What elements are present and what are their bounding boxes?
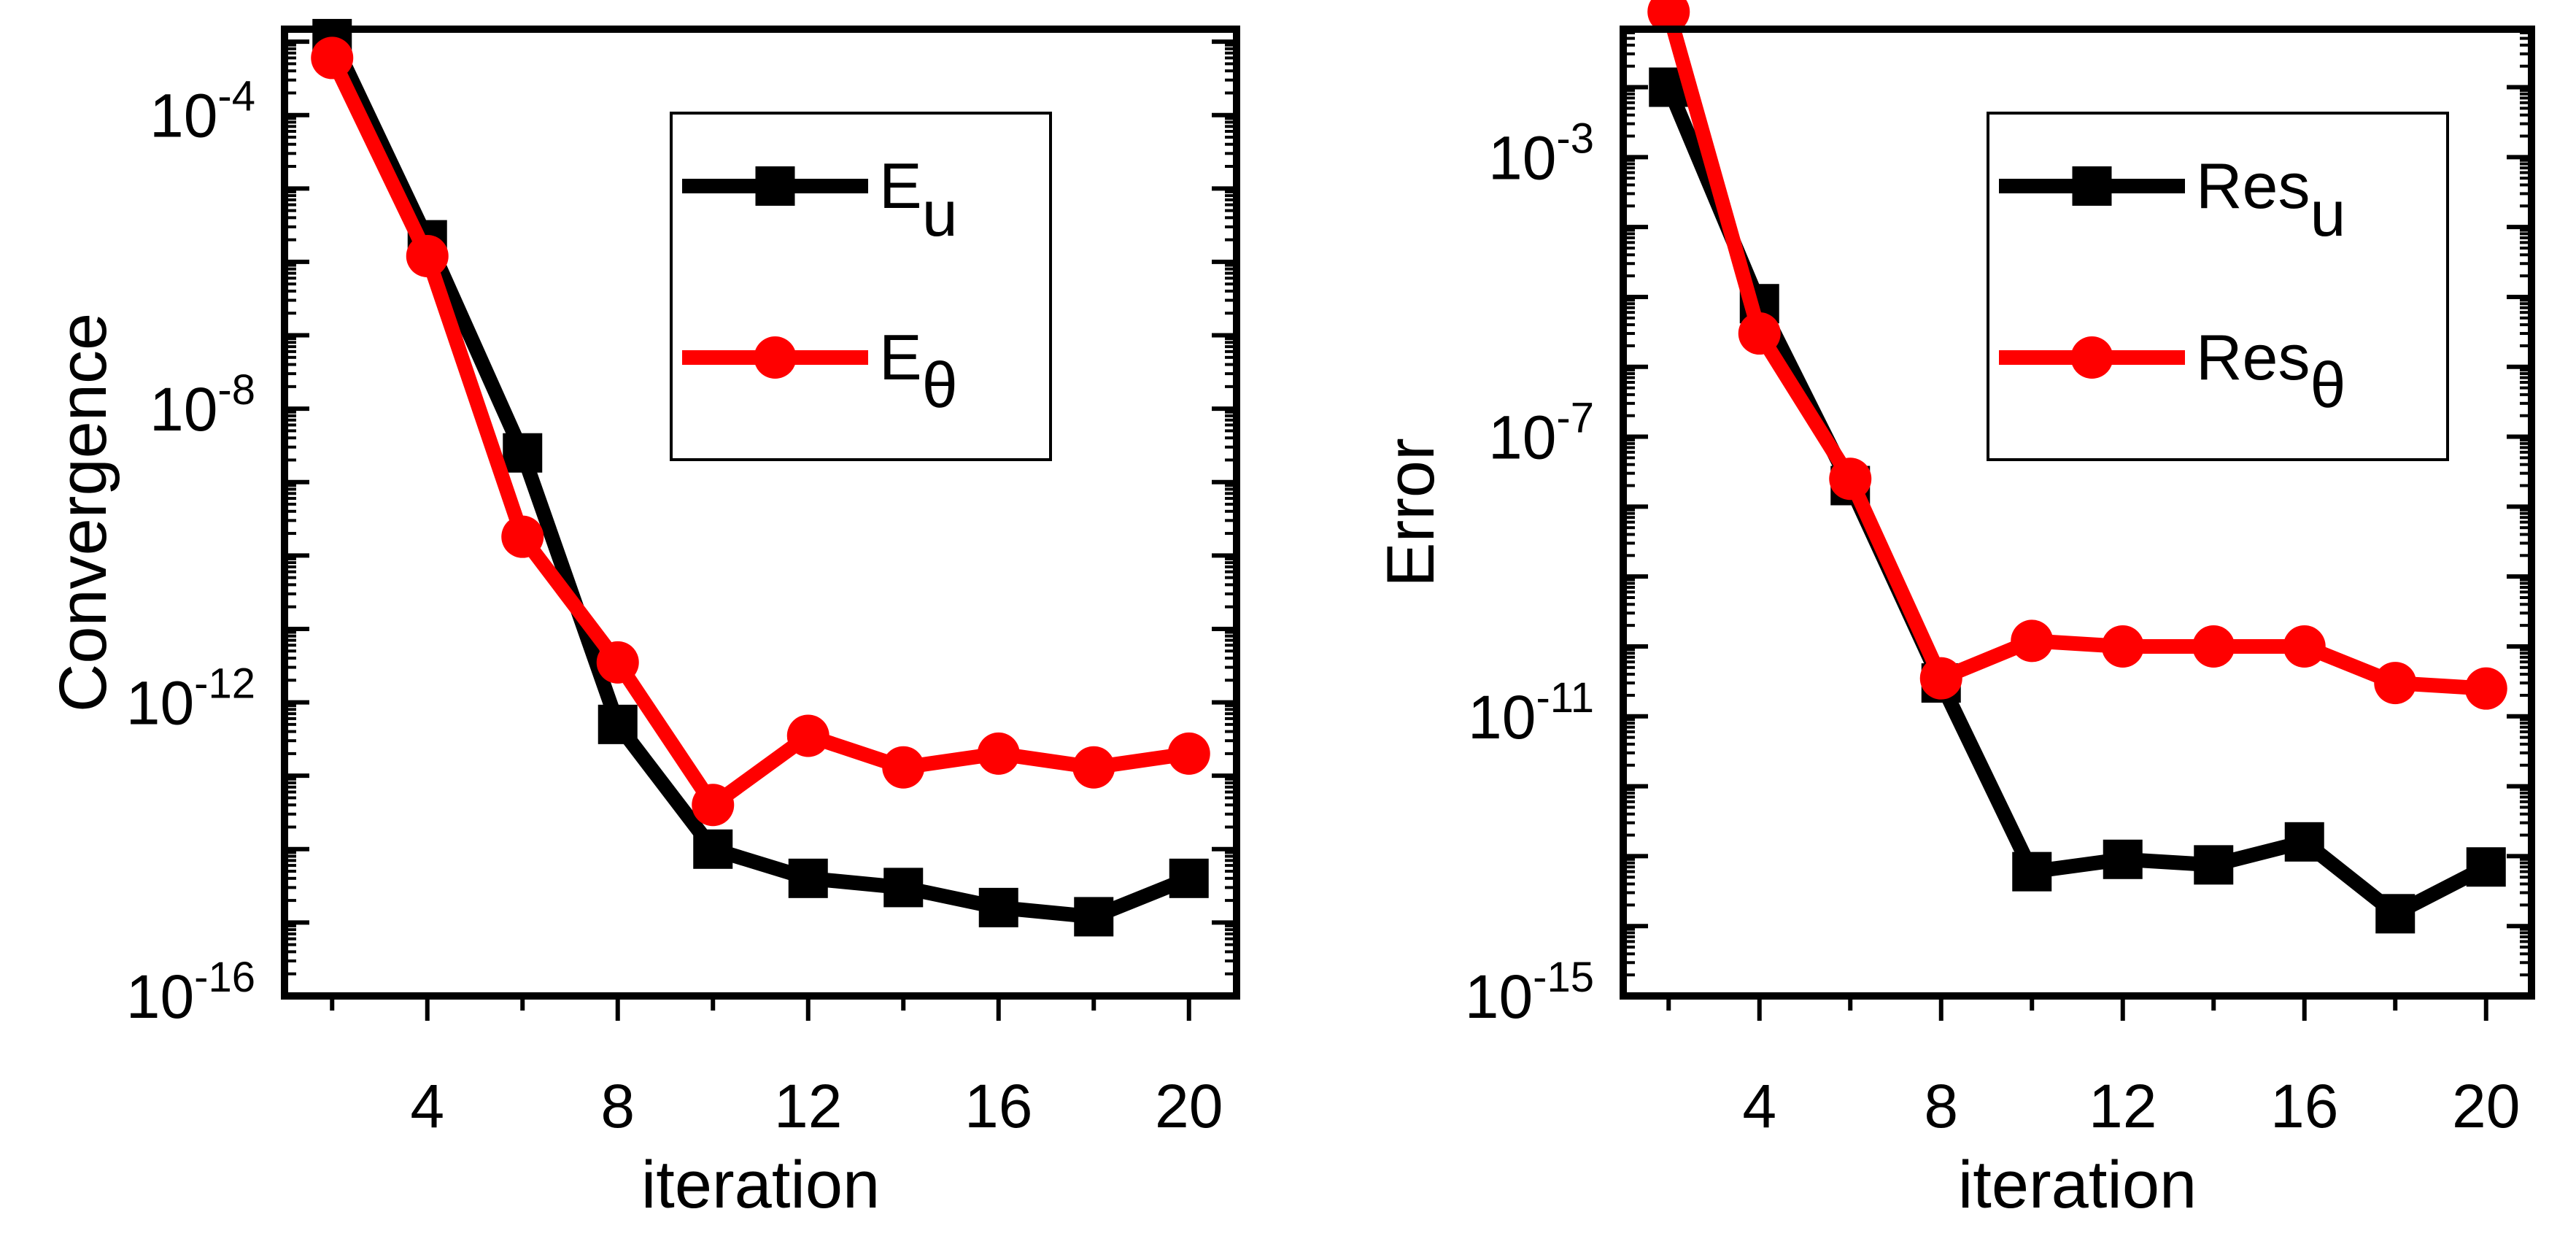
plot-frame	[281, 26, 1240, 1000]
x-tick-label: 20	[1155, 1072, 1223, 1140]
x-axis-title: iteration	[1958, 1148, 2197, 1222]
legend-label: Eθ	[879, 321, 958, 421]
legend-marker	[754, 336, 797, 379]
y-tick-label: 10-7	[1488, 395, 1594, 472]
legend-marker	[2072, 166, 2112, 206]
legend-marker	[2070, 336, 2113, 379]
y-tick-label: 10-8	[150, 366, 255, 444]
data-point	[406, 234, 449, 277]
series-line	[325, 35, 1192, 924]
data-point	[597, 704, 638, 744]
data-point	[2192, 625, 2235, 668]
data-point	[882, 746, 925, 789]
legend: Eu Eθ	[670, 112, 1052, 461]
data-point	[1072, 746, 1115, 789]
y-axis-title: Error	[1374, 438, 1448, 587]
legend-label: Eu	[879, 150, 958, 250]
data-point	[2103, 839, 2143, 879]
data-point	[2283, 625, 2326, 668]
legend-box	[670, 112, 1052, 461]
x-tick-labels: 4 8 12 16 20	[1742, 1072, 2520, 1140]
legend-entry: Resu	[1999, 150, 2345, 250]
series-E_θ	[311, 36, 1210, 827]
data-point	[1167, 732, 1210, 775]
data-point	[503, 433, 543, 473]
x-axis-title: iteration	[641, 1148, 880, 1222]
legend-label: Resθ	[2196, 321, 2345, 421]
data-point	[2374, 662, 2417, 705]
x-tick-label: 8	[1924, 1072, 1958, 1140]
x-tick-label: 12	[774, 1072, 842, 1140]
y-tick-label: 10-12	[126, 660, 255, 738]
x-ticks	[330, 996, 1191, 1021]
data-point	[596, 641, 639, 684]
data-point	[788, 858, 828, 898]
data-point	[2012, 851, 2052, 892]
data-point	[2284, 822, 2324, 862]
data-point	[2101, 625, 2144, 668]
x-tick-label: 8	[600, 1072, 635, 1140]
legend-box	[1987, 112, 2449, 461]
y-tick-labels: 10-16 10-12 10-8 10-4	[126, 73, 255, 1031]
y-tick-label: 10-11	[1468, 674, 1594, 752]
data-point	[2011, 619, 2054, 663]
series-Res_θ	[1647, 0, 2507, 710]
x-tick-label: 4	[1742, 1072, 1776, 1140]
legend-marker	[755, 166, 795, 206]
data-point	[2466, 847, 2506, 887]
y-tick-label: 10-4	[150, 73, 255, 150]
data-point	[1919, 657, 1962, 700]
data-point	[1074, 897, 1114, 937]
data-point	[501, 515, 544, 558]
data-point	[2375, 894, 2416, 934]
plot-frame	[1620, 26, 2535, 1000]
y-tick-labels: 10-15 10-11 10-7 10-3	[1465, 115, 1594, 1031]
data-point	[1829, 457, 1872, 501]
data-point	[977, 732, 1020, 775]
error-chart: 10-15 10-11 10-7 10-3 4 8 12 16 20 Error iterat…	[1374, 0, 2535, 1222]
data-point	[1738, 312, 1781, 355]
legend-label: Resu	[2196, 150, 2345, 250]
legend-entry: Resθ	[1999, 321, 2345, 421]
series-line	[325, 55, 1191, 813]
y-tick-label: 10-3	[1488, 115, 1594, 192]
data-point	[1169, 858, 1209, 898]
x-tick-labels: 4 8 12 16 20	[410, 1072, 1223, 1140]
data-point	[311, 36, 354, 80]
legend-entry: Eu	[682, 150, 958, 250]
legend-entry: Eθ	[682, 321, 958, 421]
y-axis-title: Convergence	[46, 313, 120, 712]
data-point	[2464, 667, 2507, 710]
y-tick-label: 10-15	[1465, 954, 1594, 1031]
x-tick-label: 20	[2452, 1072, 2520, 1140]
x-tick-label: 16	[964, 1072, 1032, 1140]
x-tick-label: 12	[2089, 1072, 2157, 1140]
data-point	[883, 868, 924, 908]
legend: Resu Resθ	[1987, 112, 2449, 461]
data-point	[786, 714, 829, 757]
data-point	[1647, 0, 1690, 34]
x-tick-label: 16	[2270, 1072, 2338, 1140]
data-point	[693, 829, 733, 869]
x-ticks	[1666, 996, 2488, 1021]
data-point	[978, 887, 1018, 927]
series-line	[1661, 9, 2487, 696]
data-point	[2194, 845, 2234, 885]
data-point	[692, 784, 735, 827]
y-major-ticks	[285, 39, 1237, 998]
series-group	[1647, 0, 2507, 934]
x-tick-label: 4	[410, 1072, 444, 1140]
y-tick-label: 10-16	[126, 954, 255, 1031]
series-group	[311, 18, 1210, 937]
